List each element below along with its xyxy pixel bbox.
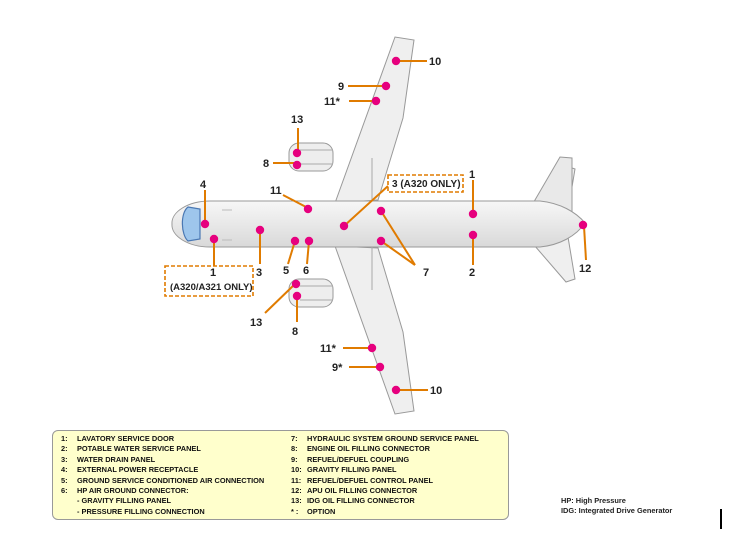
- legend-item: 8: ENGINE OIL FILLING CONNECTOR: [291, 444, 430, 454]
- callout-1-nose: 1: [210, 267, 216, 279]
- callout-1-top: 1: [469, 169, 475, 181]
- legend-right-column: 7: HYDRAULIC SYSTEM GROUND SERVICE PANEL …: [291, 434, 479, 517]
- legend-item: 3: WATER DRAIN PANEL: [61, 454, 156, 464]
- callout-13-lower: 13: [250, 317, 262, 329]
- legend-item: 6: HP AIR GROUND CONNECTOR:: [61, 486, 189, 496]
- legend-item: * : OPTION: [291, 506, 336, 516]
- callout-6: 6: [303, 265, 309, 277]
- callout-7: 7: [423, 267, 429, 279]
- callout-4: 4: [200, 179, 207, 191]
- callout-11-wing-lower: 11*: [320, 343, 337, 355]
- callout-11-wing-upper: 11*: [324, 96, 341, 108]
- legend-item: 7: HYDRAULIC SYSTEM GROUND SERVICE PANEL: [291, 434, 479, 443]
- a320-a321-only-box: [164, 265, 254, 297]
- callout-5: 5: [283, 265, 289, 277]
- fuselage: [171, 200, 586, 248]
- legend-item: 1: LAVATORY SERVICE DOOR: [61, 434, 175, 443]
- legend-item: 11: REFUEL/DEFUEL CONTROL PANEL: [291, 475, 434, 485]
- legend-item: 12: APU OIL FILLING CONNECTOR: [291, 486, 418, 496]
- callout-9-upper: 9: [338, 81, 344, 93]
- callout-10-lower: 10: [430, 385, 442, 397]
- legend-item: 13: IDG OIL FILLING CONNECTOR: [291, 496, 415, 506]
- callout-10-upper: 10: [429, 56, 441, 68]
- callout-1-nose-note: (A320/A321 ONLY): [170, 282, 253, 293]
- a320-only-box: [387, 174, 464, 193]
- legend-left-column: 1: LAVATORY SERVICE DOOR 2: POTABLE WATER …: [61, 434, 264, 517]
- text-cursor: [720, 509, 722, 529]
- lower-wing: [334, 245, 415, 415]
- callout-8-upper: 8: [263, 158, 269, 170]
- abbreviation-hp: HP: High Pressure: [561, 496, 626, 505]
- legend-item: 2: POTABLE WATER SERVICE PANEL: [61, 444, 201, 454]
- legend-item: 5: GROUND SERVICE CONDITIONED AIR CONNECT…: [61, 475, 265, 485]
- legend-item: 4: EXTERNAL POWER RECEPTACLE: [61, 465, 199, 475]
- service-point-markers: [200, 56, 588, 395]
- legend-item: - GRAVITY FILLING PANEL: [77, 496, 172, 506]
- abbreviations-note: HP: High Pressure IDG: Integrated Drive …: [561, 496, 672, 516]
- cockpit-windows: [181, 206, 201, 242]
- legend-item: 9: REFUEL/DEFUEL COUPLING: [291, 454, 410, 464]
- callout-11-fuselage: 11: [270, 185, 282, 197]
- callout-9-lower: 9*: [332, 362, 343, 374]
- callout-13-upper: 13: [291, 114, 303, 126]
- callout-8-lower: 8: [292, 326, 298, 338]
- callout-2: 2: [469, 267, 475, 279]
- abbreviation-idg: IDG: Integrated Drive Generator: [561, 506, 673, 515]
- callout-3-a320-only: 3 (A320 ONLY): [392, 179, 461, 190]
- callout-3-lower: 3: [256, 267, 262, 279]
- legend-panel: 1: LAVATORY SERVICE DOOR 2: POTABLE WATER …: [52, 430, 509, 520]
- legend-item: - PRESSURE FILLING CONNECTION: [77, 506, 205, 516]
- legend-item: 10: GRAVITY FILLING PANEL: [291, 465, 397, 475]
- callout-12: 12: [579, 263, 591, 275]
